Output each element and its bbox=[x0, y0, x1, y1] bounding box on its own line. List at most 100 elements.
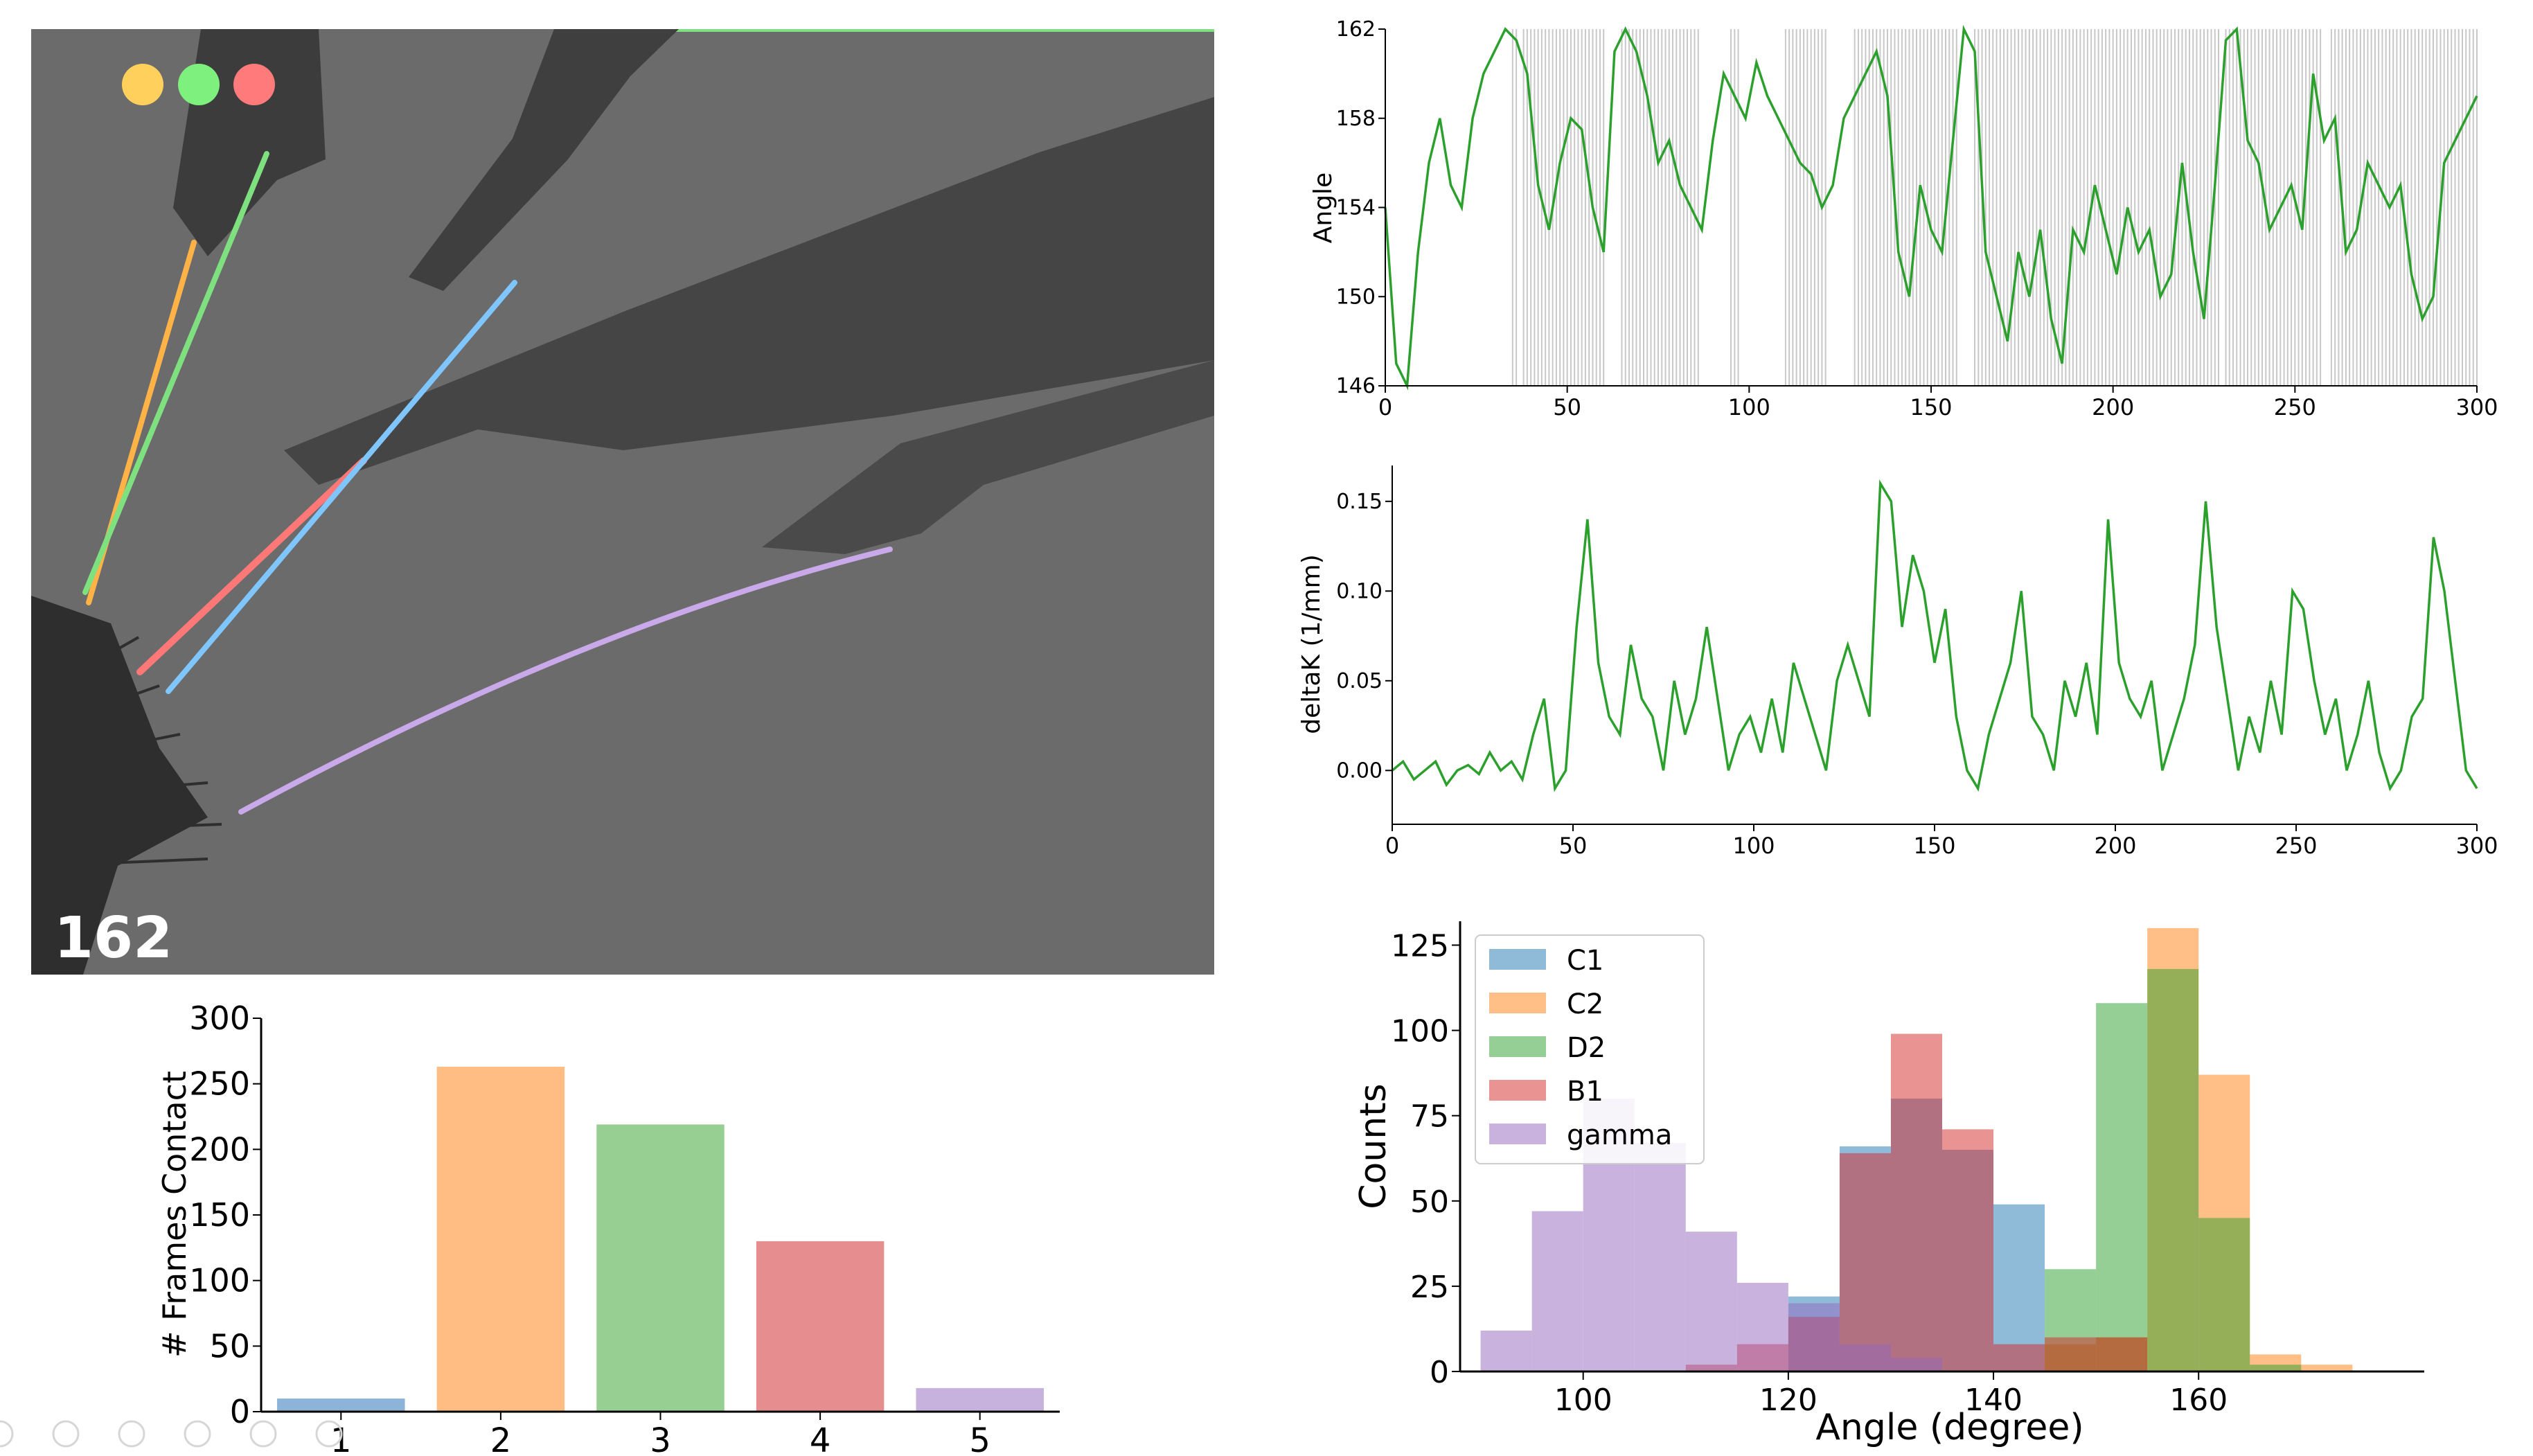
shadow-upper-bar bbox=[409, 29, 679, 291]
angle-y-tick-label: 146 bbox=[1336, 374, 1376, 398]
hist-bar-gamma bbox=[1839, 1344, 1891, 1371]
hist-x-tick-label: 160 bbox=[2169, 1383, 2228, 1418]
deltak-series-line bbox=[1391, 479, 2478, 792]
viewer-toolbar[interactable] bbox=[0, 1420, 343, 1448]
shadow-lower-bar bbox=[762, 360, 1214, 554]
legend-label-C1: C1 bbox=[1567, 945, 1603, 977]
bar-x-tick-label: 4 bbox=[810, 1421, 831, 1456]
video-top-edge-line bbox=[661, 29, 1214, 32]
hist-y-tick-label: 100 bbox=[1391, 1014, 1449, 1049]
bar-y-tick-label: 200 bbox=[189, 1130, 250, 1168]
toolbar-edit-icon[interactable] bbox=[118, 1420, 145, 1448]
angle-y-label: Angle bbox=[1309, 172, 1337, 243]
bar-series bbox=[277, 1067, 1044, 1412]
hist-x-tick-label: 120 bbox=[1759, 1383, 1817, 1418]
histogram-series bbox=[1480, 927, 2353, 1371]
deltak-x-tick-label: 250 bbox=[2275, 833, 2317, 859]
angle-x-tick-label: 50 bbox=[1553, 394, 1581, 420]
angle-histogram-chart: 0 25 50 75 100 125 100 120 140 160 Angle (degree… bbox=[1353, 921, 2424, 1448]
indicator-dot-green bbox=[178, 64, 220, 105]
deltak-y-tick-label: 0.00 bbox=[1336, 758, 1383, 783]
angle-x-tick-label: 200 bbox=[2092, 394, 2134, 420]
bar-y-tick-label: 0 bbox=[230, 1393, 250, 1430]
legend-label-gamma: gamma bbox=[1567, 1119, 1672, 1151]
deltak-y-tick-label: 0.05 bbox=[1336, 669, 1383, 693]
toolbar-copy-icon[interactable] bbox=[184, 1420, 211, 1448]
bar-x-tick-label: 5 bbox=[969, 1421, 990, 1456]
bar-y-tick-label: 150 bbox=[189, 1196, 250, 1234]
hist-bar-gamma bbox=[1531, 1211, 1583, 1371]
hist-x-ticks: 100 120 140 160 bbox=[1554, 1371, 2228, 1418]
hist-bar-C1 bbox=[1993, 1204, 2045, 1371]
legend-label-C2: C2 bbox=[1567, 988, 1603, 1020]
angle-y-tick-label: 150 bbox=[1336, 285, 1376, 309]
angle-contact-bands bbox=[1511, 29, 2478, 386]
indicator-dot-yellow bbox=[122, 64, 163, 105]
bar-4 bbox=[756, 1241, 885, 1412]
whisker-trace-c1 bbox=[166, 280, 517, 694]
hist-y-label: Counts bbox=[1353, 1083, 1394, 1209]
bar-y-tick-label: 50 bbox=[209, 1327, 250, 1365]
hist-bar-gamma bbox=[1480, 1330, 1532, 1371]
angle-x-ticks: 0 50 100 150 200 250 300 bbox=[1378, 386, 2498, 420]
hist-bar-gamma bbox=[1736, 1282, 1788, 1371]
whisker-trace-gamma bbox=[238, 547, 893, 815]
hist-x-label: Angle (degree) bbox=[1815, 1407, 2083, 1448]
angle-y-ticks: 146 150 154 158 162 bbox=[1336, 17, 1385, 398]
bar-y-ticks: 0 50 100 150 200 250 300 bbox=[189, 1000, 261, 1430]
toolbar-play-icon[interactable] bbox=[52, 1420, 80, 1448]
legend-swatch-D2 bbox=[1489, 1036, 1546, 1057]
hist-bar-gamma bbox=[1634, 1143, 1686, 1371]
legend-swatch-gamma bbox=[1489, 1124, 1546, 1144]
angle-x-tick-label: 150 bbox=[1910, 394, 1952, 420]
hist-bar-B1 bbox=[1890, 1033, 1942, 1371]
bar-3 bbox=[596, 1124, 725, 1412]
whisker-trace-b1 bbox=[136, 457, 367, 675]
hist-bar-B1 bbox=[1993, 1344, 2045, 1371]
toolbar-zoom-icon[interactable] bbox=[249, 1420, 277, 1448]
toolbar-more-icon[interactable] bbox=[315, 1420, 343, 1448]
hist-x-tick-label: 100 bbox=[1554, 1383, 1612, 1418]
bar-x-tick-label: 2 bbox=[490, 1421, 512, 1456]
angle-series-line bbox=[1384, 24, 2478, 391]
toolbar-info-icon[interactable] bbox=[0, 1420, 14, 1448]
deltak-x-ticks: 0 50 100 150 200 250 300 bbox=[1385, 824, 2498, 859]
bar-y-label: # Frames Contact bbox=[156, 1071, 193, 1358]
angle-x-tick-label: 300 bbox=[2455, 394, 2498, 420]
bar-x-tick-label: 3 bbox=[650, 1421, 671, 1456]
hist-y-ticks: 0 25 50 75 100 125 bbox=[1391, 928, 1460, 1390]
deltak-y-tick-label: 0.15 bbox=[1336, 490, 1383, 514]
hist-bar-D2 bbox=[2147, 968, 2199, 1371]
angle-trace-chart: 146 150 154 158 162 0 50 100 150 200 250 300 Angle bbox=[1309, 17, 2498, 420]
shadow-snout bbox=[31, 596, 208, 975]
frame-number-label: 162 bbox=[54, 905, 172, 971]
angle-x-tick-label: 250 bbox=[2274, 394, 2316, 420]
hist-bar-D2 bbox=[2198, 1218, 2250, 1371]
hist-bar-D2 bbox=[2250, 1365, 2302, 1371]
deltak-trace-chart: 0.00 0.05 0.10 0.15 0 50 100 150 200 250 300 delt… bbox=[1297, 465, 2498, 859]
deltak-x-tick-label: 0 bbox=[1385, 833, 1399, 859]
hist-bar-gamma bbox=[1890, 1358, 1942, 1371]
deltak-x-tick-label: 50 bbox=[1559, 833, 1588, 859]
deltak-y-tick-label: 0.10 bbox=[1336, 579, 1383, 603]
hist-bar-C2 bbox=[2301, 1365, 2353, 1371]
legend-swatch-C1 bbox=[1489, 949, 1546, 970]
bar-2 bbox=[436, 1067, 565, 1412]
legend-label-B1: B1 bbox=[1567, 1076, 1603, 1108]
hist-bar-D2 bbox=[2096, 1003, 2148, 1371]
hist-bar-B1 bbox=[2096, 1337, 2148, 1371]
hist-bar-B1 bbox=[1942, 1129, 1994, 1371]
hist-y-tick-label: 0 bbox=[1430, 1355, 1449, 1390]
shadow-long-bar bbox=[284, 97, 1214, 485]
hist-bar-B1 bbox=[2045, 1337, 2097, 1371]
hist-y-tick-label: 75 bbox=[1410, 1099, 1449, 1135]
whisker-trace-d2 bbox=[82, 151, 269, 595]
hist-bar-gamma bbox=[1685, 1232, 1737, 1371]
legend-label-D2: D2 bbox=[1567, 1032, 1606, 1064]
bar-y-tick-label: 100 bbox=[189, 1262, 250, 1299]
deltak-x-tick-label: 200 bbox=[2094, 833, 2136, 859]
hist-y-tick-label: 125 bbox=[1391, 928, 1449, 964]
angle-y-tick-label: 162 bbox=[1336, 17, 1376, 42]
